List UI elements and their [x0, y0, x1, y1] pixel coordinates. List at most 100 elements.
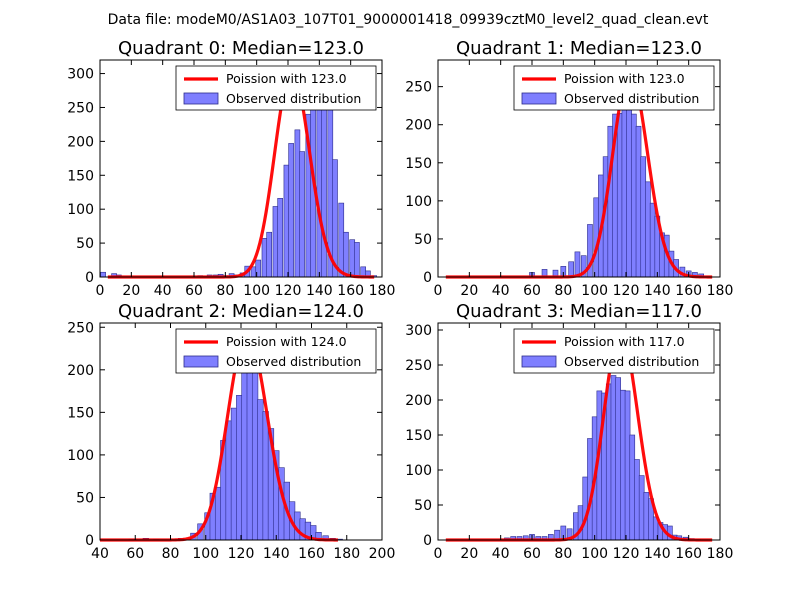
- xtick-label-q0-1: 20: [122, 283, 140, 299]
- ytick-label-q2-3: 150: [67, 405, 94, 421]
- xtick-label-q0-6: 120: [275, 283, 302, 299]
- xtick-label-q3-0: 0: [434, 546, 443, 562]
- panel-title-q3: Quadrant 3: Median=117.0: [456, 301, 702, 322]
- bar-q3-18: [605, 383, 612, 541]
- xtick-label-q3-7: 140: [644, 546, 671, 562]
- panel-title-q1: Quadrant 1: Median=123.0: [456, 38, 702, 59]
- bar-q1-20: [649, 202, 656, 278]
- xtick-label-q0-7: 140: [306, 283, 333, 299]
- ytick-label-q1-3: 150: [405, 156, 432, 172]
- xtick-label-q0-2: 40: [154, 283, 172, 299]
- ytick-label-q1-5: 250: [405, 80, 432, 96]
- bar-q1-15: [626, 85, 632, 278]
- bar-q2-14: [246, 356, 253, 541]
- bar-q2-15: [251, 360, 259, 541]
- bar-q2-11: [230, 407, 238, 541]
- legend-bar-label-q3: Observed distribution: [564, 354, 699, 369]
- bar-q0-21: [294, 129, 301, 278]
- bar-q0-26: [321, 89, 327, 278]
- bar-q0-17: [272, 206, 279, 278]
- bar-q0-16: [266, 231, 273, 278]
- ytick-label-q3-4: 200: [405, 393, 432, 409]
- ytick-label-q1-2: 100: [405, 194, 432, 210]
- xtick-label-q2-2: 80: [162, 546, 180, 562]
- ytick-label-q1-1: 50: [414, 232, 432, 248]
- legend-bar-label-q0: Observed distribution: [226, 91, 361, 106]
- bar-q0-32: [354, 242, 360, 278]
- figure-title: Data file: modeM0/AS1A03_107T01_90000014…: [108, 12, 709, 28]
- xtick-label-q2-1: 60: [126, 546, 144, 562]
- bar-q1-17: [635, 125, 642, 278]
- bar-q0-18: [277, 198, 283, 278]
- panel-1: 0 20 40 60 80 100 120 140 160 180 0 50 100 150 200 250 Q…: [405, 38, 733, 299]
- xtick-label-q3-1: 20: [460, 546, 478, 562]
- bar-q3-25: [638, 475, 645, 541]
- ytick-label-q0-4: 200: [67, 134, 94, 150]
- ytick-label-q2-1: 50: [76, 490, 94, 506]
- xtick-label-q2-5: 140: [263, 546, 290, 562]
- bar-q0-20: [288, 143, 294, 278]
- ytick-label-q2-4: 200: [67, 363, 94, 379]
- bar-q0-15: [261, 238, 268, 278]
- xtick-label-q3-3: 60: [523, 546, 541, 562]
- bar-q0-29: [338, 202, 345, 278]
- xtick-label-q0-5: 100: [243, 283, 270, 299]
- xtick-label-q0-0: 0: [96, 283, 105, 299]
- panel-title-q0: Quadrant 0: Median=123.0: [118, 38, 364, 59]
- xtick-label-q3-5: 100: [581, 546, 608, 562]
- legend-bar-swatch-q0: [183, 92, 219, 105]
- xtick-label-q1-6: 120: [613, 283, 640, 299]
- xtick-label-q3-8: 160: [675, 546, 702, 562]
- bar-q1-13: [616, 113, 623, 278]
- legend-line-label-q2: Poission with 124.0: [226, 334, 347, 349]
- xtick-label-q2-7: 180: [333, 546, 360, 562]
- bar-q0-25: [316, 87, 323, 278]
- ytick-label-q0-6: 300: [67, 67, 94, 83]
- ytick-label-q3-6: 300: [405, 323, 432, 339]
- bar-q1-4: [568, 261, 574, 278]
- bar-q0-22: [299, 151, 305, 278]
- xtick-label-q0-9: 180: [369, 283, 396, 299]
- ytick-label-q3-2: 100: [405, 463, 432, 479]
- bar-q3-23: [629, 434, 636, 541]
- legend-line-label-q3: Poission with 117.0: [564, 334, 685, 349]
- xtick-label-q1-1: 20: [460, 283, 478, 299]
- xtick-label-q1-0: 0: [434, 283, 443, 299]
- bar-q3-22: [624, 390, 631, 541]
- bar-q2-13: [241, 357, 248, 541]
- xtick-label-q1-2: 40: [492, 283, 510, 299]
- ytick-label-q3-0: 0: [423, 533, 432, 549]
- xtick-label-q2-8: 200: [369, 546, 396, 562]
- xtick-label-q1-8: 160: [675, 283, 702, 299]
- legend-bar-swatch-q1: [521, 92, 557, 105]
- bar-q2-10: [225, 420, 232, 541]
- bar-q1-19: [645, 181, 651, 278]
- xtick-label-q1-7: 140: [644, 283, 671, 299]
- bar-q0-31: [349, 239, 356, 278]
- bar-q2-16: [257, 399, 264, 541]
- xtick-label-q1-9: 180: [707, 283, 734, 299]
- axes-frame-q1: [437, 59, 721, 278]
- ytick-label-q0-3: 150: [67, 168, 94, 184]
- axes-frame-q0: [99, 59, 383, 278]
- ytick-label-q2-0: 0: [85, 533, 94, 549]
- xtick-label-q2-6: 160: [298, 546, 325, 562]
- bar-q2-12: [236, 395, 243, 541]
- ytick-label-q1-0: 0: [423, 270, 432, 286]
- panel-title-q2: Quadrant 2: Median=124.0: [118, 301, 364, 322]
- legend-line-label-q0: Poission with 123.0: [226, 71, 347, 86]
- xtick-label-q2-3: 100: [192, 546, 219, 562]
- panel-0: 0 20 40 60 80 100 120 140 160 180 0 50 100 150 200 250 3…: [67, 38, 395, 299]
- bar-q0-30: [343, 231, 349, 278]
- xtick-label-q2-4: 120: [228, 546, 255, 562]
- ytick-label-q2-2: 100: [67, 448, 94, 464]
- panel-3: 0 20 40 60 80 100 120 140 160 180 0 50 100 150 200 250 3…: [405, 301, 733, 562]
- bar-q1-18: [640, 156, 647, 278]
- xtick-label-q1-3: 60: [523, 283, 541, 299]
- ytick-label-q1-4: 200: [405, 118, 432, 134]
- bar-q3-20: [615, 377, 621, 541]
- ytick-label-q0-5: 250: [67, 100, 94, 116]
- xtick-label-q3-2: 40: [492, 546, 510, 562]
- ytick-label-q3-5: 250: [405, 358, 432, 374]
